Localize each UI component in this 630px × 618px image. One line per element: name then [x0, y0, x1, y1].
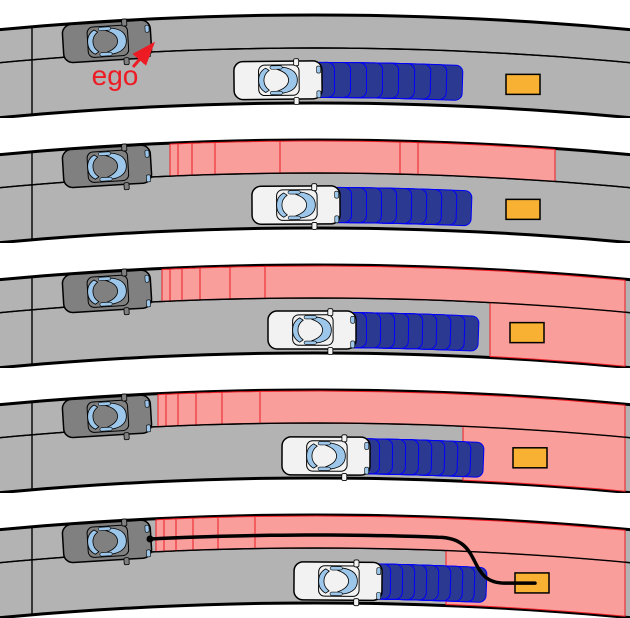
occupancy-cell: [156, 519, 164, 551]
occupancy-cell: [176, 518, 193, 551]
ego-label: ego: [92, 60, 139, 91]
occupancy-cell: [218, 517, 255, 550]
goal-marker: [513, 448, 547, 468]
occupancy-cell: [178, 143, 192, 176]
occupancy-cell: [164, 519, 176, 552]
occupancy-cell: [215, 141, 280, 174]
occupancy-cell: [170, 144, 178, 176]
occupancy-cell: [196, 392, 222, 425]
occupancy-cell: [158, 394, 166, 426]
occupancy-cell: [170, 269, 182, 302]
goal-marker: [506, 74, 540, 94]
occupancy-cell: [222, 391, 260, 424]
occupancy-cell: [178, 393, 196, 426]
car: [252, 184, 340, 230]
panel-4: [0, 515, 630, 618]
occupancy-cell: [230, 266, 265, 299]
goal-marker: [506, 199, 540, 219]
occupancy-cell: [192, 143, 215, 176]
goal-marker: [510, 323, 544, 343]
car: [234, 58, 322, 105]
occupancy-cell: [200, 267, 230, 300]
car: [294, 560, 382, 606]
occupancy-cell: [182, 268, 200, 301]
panel-1: [0, 140, 630, 244]
occupancy-cell: [280, 141, 400, 174]
path-start-dot: [147, 536, 154, 543]
occupancy-cell: [193, 517, 218, 550]
car: [268, 309, 356, 355]
occupancy-cell: [400, 142, 418, 175]
car: [282, 435, 370, 481]
occupancy-cell: [166, 394, 178, 427]
occupancy-cell: [162, 269, 170, 301]
motion-planning-diagram: ego: [0, 0, 630, 618]
panel-2: [0, 265, 630, 369]
panel-3: [0, 390, 630, 494]
